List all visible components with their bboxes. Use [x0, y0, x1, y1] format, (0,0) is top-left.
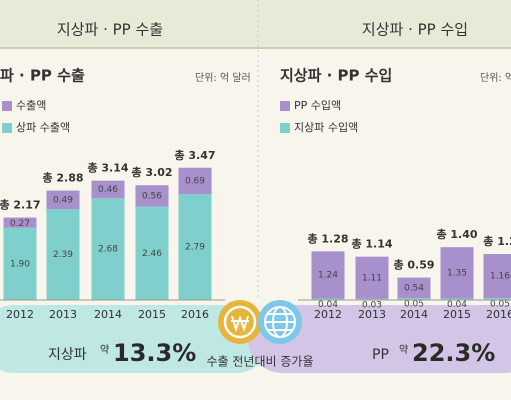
- value-label: 1.24: [318, 270, 338, 280]
- legend-label: 수출액: [16, 99, 46, 112]
- legend-swatch: [280, 101, 290, 111]
- bar-segment: [483, 254, 511, 299]
- total-label: 총 3.47: [174, 148, 215, 162]
- bar-segment: [178, 167, 212, 194]
- value-label: 0.56: [142, 191, 162, 201]
- total-label: 총 3.14: [87, 161, 128, 175]
- footer-rate: 22.3%: [412, 339, 495, 367]
- footer-name: PP: [372, 347, 389, 363]
- bar-segment: [178, 193, 212, 300]
- value-label: 0.27: [10, 219, 30, 229]
- value-label: 0.54: [404, 283, 424, 293]
- bar-segment: [311, 251, 345, 299]
- legend-label: 상파 수출액: [16, 121, 70, 134]
- total-label: 총 2.17: [0, 198, 41, 212]
- footer-name: 지상파: [48, 347, 87, 363]
- bar-segment: [355, 298, 389, 300]
- value-label: 2.79: [185, 242, 205, 252]
- bar-segment: [91, 198, 125, 300]
- footer-about: 약: [100, 344, 109, 356]
- total-label: 총 1.40: [436, 227, 477, 241]
- value-label: 0.46: [98, 185, 118, 195]
- total-label: 총 1.2: [483, 234, 511, 248]
- unit-label: 단위: 억 달러: [195, 71, 251, 84]
- x-tick-label: 2012: [314, 308, 342, 321]
- bar-segment: [135, 206, 169, 300]
- value-label: 0.04: [447, 300, 467, 310]
- value-label: 0.05: [404, 300, 424, 310]
- value-label: 0.69: [185, 176, 205, 186]
- legend-swatch: [2, 123, 12, 133]
- chart-title: 지상파 · PP 수입: [280, 67, 392, 85]
- legend-label: 지상파 수입액: [294, 121, 358, 134]
- bar-segment: [3, 227, 37, 300]
- unit-label: 단위: 억 달: [480, 71, 511, 84]
- x-tick-label: 2015: [138, 308, 166, 321]
- x-tick-label: 2014: [400, 308, 428, 321]
- bar-segment: [397, 298, 431, 300]
- header-rule: [0, 47, 511, 49]
- total-label: 총 2.88: [42, 171, 83, 185]
- footer-pill-right: [248, 305, 511, 373]
- value-label: 1.16: [490, 272, 510, 282]
- bar-segment: [397, 277, 431, 299]
- x-tick-label: 2015: [443, 308, 471, 321]
- total-label: 총 1.28: [307, 231, 348, 245]
- legend-swatch: [280, 123, 290, 133]
- x-tick-label: 2013: [49, 308, 77, 321]
- value-label: 1.35: [447, 268, 467, 278]
- bar-segment: [440, 298, 474, 300]
- bar-segment: [483, 298, 511, 300]
- total-label: 총 1.14: [351, 237, 392, 251]
- won-symbol: [231, 315, 249, 333]
- bar-segment: [91, 180, 125, 199]
- value-label: 1.11: [362, 273, 382, 283]
- bar-segment: [311, 298, 345, 300]
- value-label: 0.03: [362, 300, 382, 310]
- header-right: 지상파 · PP 수입: [362, 21, 468, 39]
- value-label: 0.05: [490, 300, 510, 310]
- value-label: 0.49: [53, 195, 73, 205]
- value-label: 2.39: [53, 250, 73, 260]
- header-band: [0, 0, 511, 48]
- bar-segment: [46, 209, 80, 300]
- total-label: 총 0.59: [393, 258, 434, 272]
- header-left: 지상파 · PP 수출: [57, 21, 163, 39]
- x-tick-label: 2016: [181, 308, 209, 321]
- chart-title: 파 · PP 수출: [0, 67, 85, 85]
- total-label: 총 3.02: [131, 165, 172, 179]
- x-tick-label: 2014: [94, 308, 122, 321]
- footer-center: 수출 전년대비 증가율: [207, 355, 314, 369]
- bar-segment: [3, 217, 37, 228]
- value-label: 2.68: [98, 245, 118, 255]
- footer-pill-left: [0, 305, 270, 373]
- x-tick-label: 2012: [6, 308, 34, 321]
- footer-rate: 13.3%: [113, 339, 196, 367]
- x-tick-label: 2013: [358, 308, 386, 321]
- value-label: 0.04: [318, 300, 338, 310]
- legend-label: PP 수입액: [294, 99, 341, 112]
- x-tick-label: 2016: [486, 308, 511, 321]
- globe-lines: [264, 306, 296, 338]
- legend-swatch: [2, 101, 12, 111]
- footer-about: 약: [399, 344, 408, 356]
- bar-segment: [440, 247, 474, 299]
- bar-segment: [135, 185, 169, 207]
- value-label: 1.90: [10, 259, 30, 269]
- bar-segment: [46, 190, 80, 210]
- bar-segment: [355, 256, 389, 299]
- won-icon-ring: [223, 305, 257, 339]
- value-label: 2.46: [142, 249, 162, 259]
